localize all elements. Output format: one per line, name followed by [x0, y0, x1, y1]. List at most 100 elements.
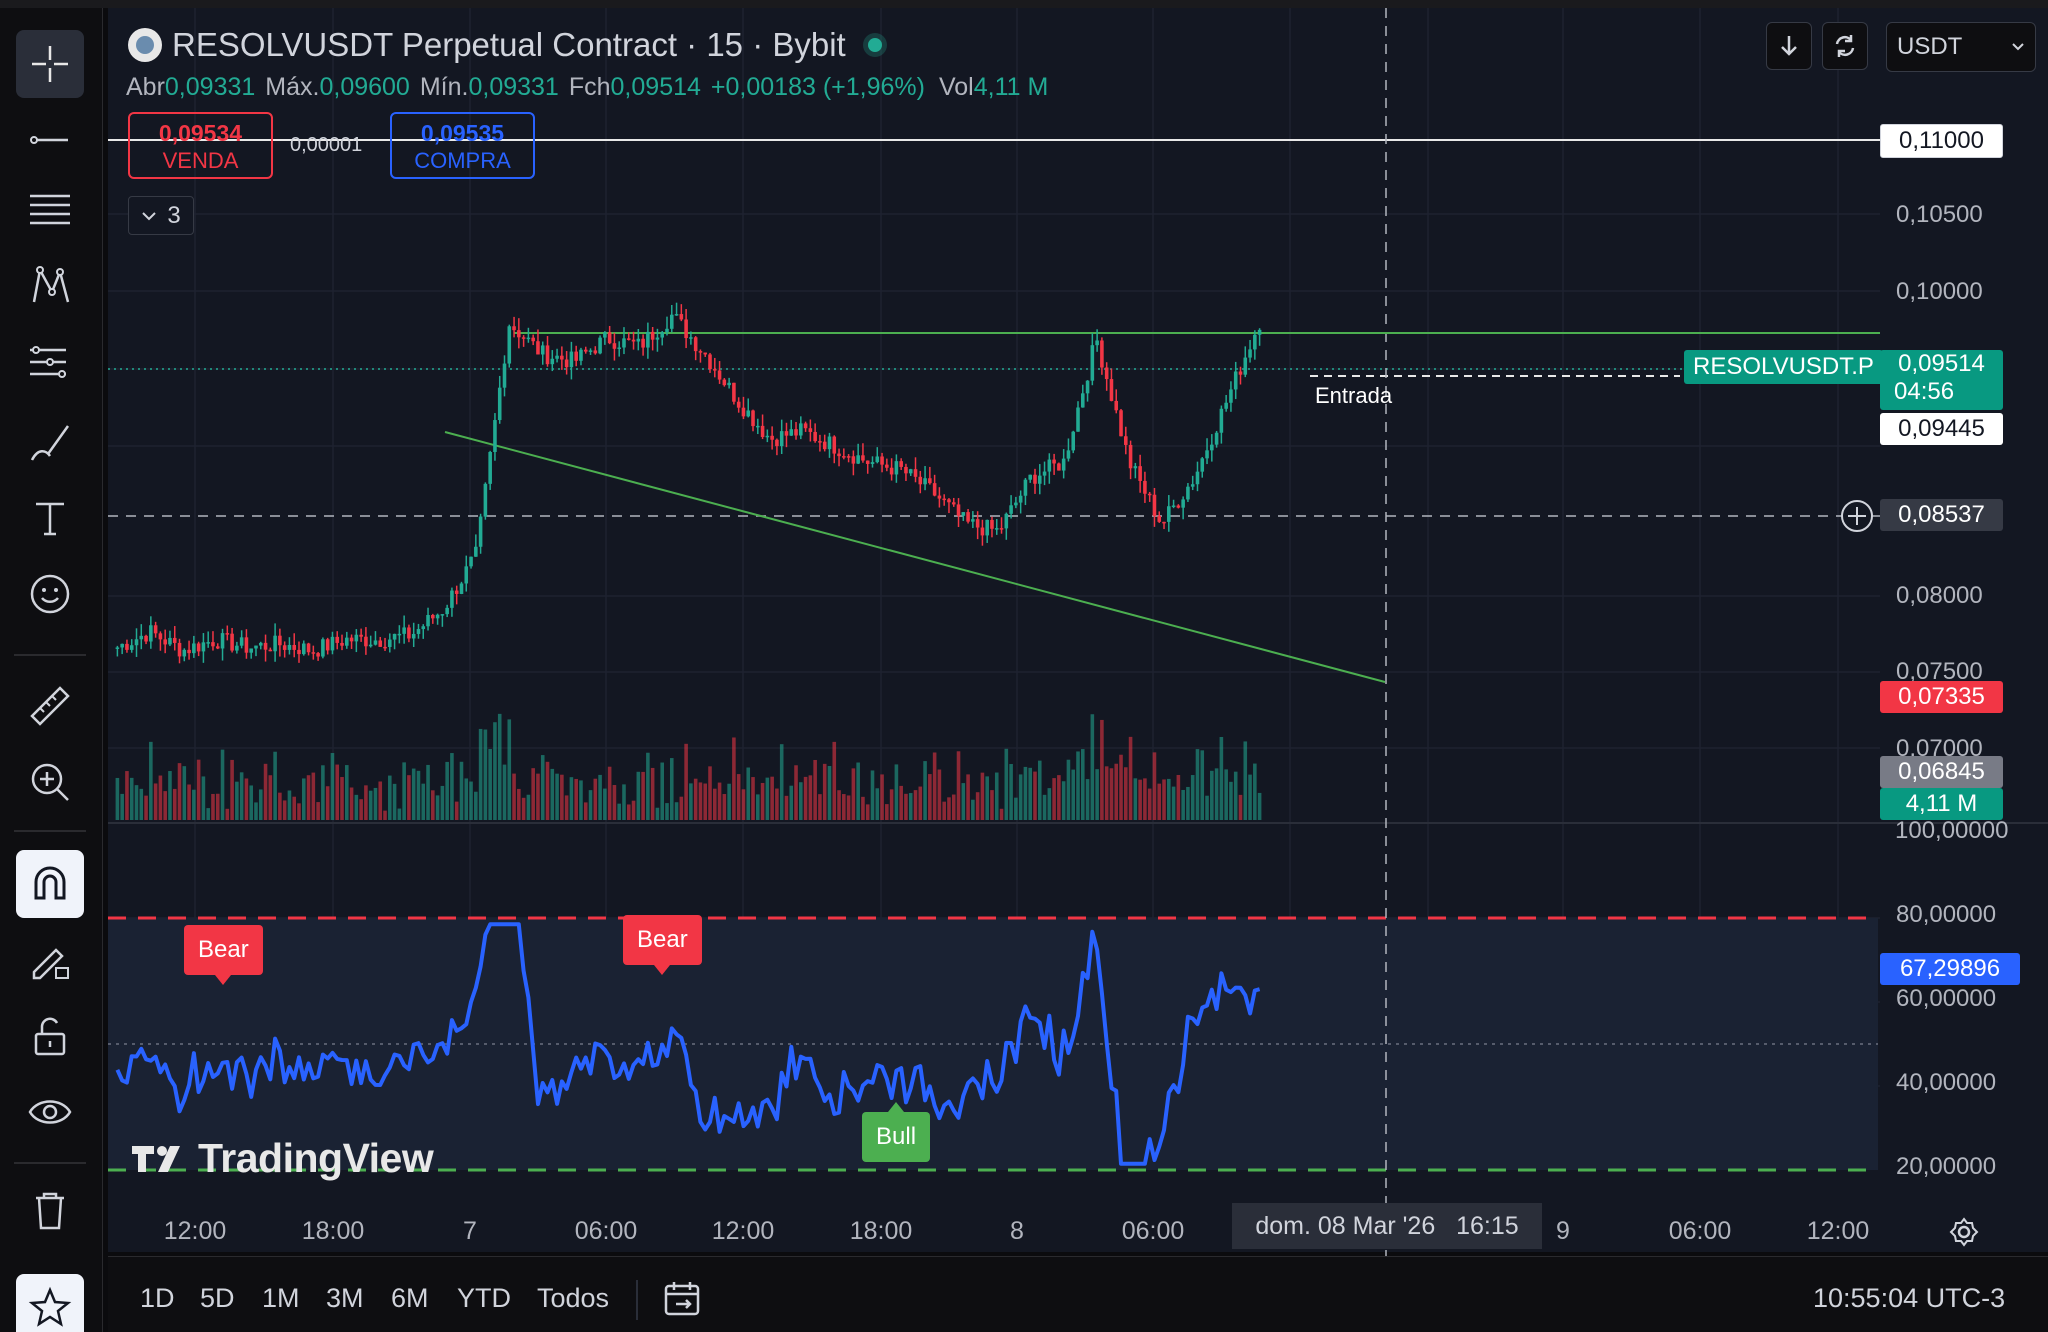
- volume-bar: [894, 764, 899, 820]
- close-value: 0,09514: [610, 73, 701, 101]
- candle-body: [923, 478, 927, 485]
- settings-gear-icon[interactable]: [1948, 1216, 1980, 1248]
- volume-bar: [192, 789, 196, 820]
- volume-bar: [1253, 763, 1257, 820]
- replay-button[interactable]: [1822, 22, 1868, 70]
- range-button-6m[interactable]: 6M: [391, 1283, 429, 1313]
- volume-bar: [579, 780, 583, 820]
- text-tool-icon[interactable]: [16, 484, 84, 552]
- volume-bar: [684, 743, 688, 820]
- volume-bar: [1147, 788, 1152, 820]
- clock-timezone[interactable]: 10:55:04 UTC-3: [1813, 1283, 2006, 1313]
- download-button[interactable]: [1766, 22, 1812, 70]
- range-button-ytd[interactable]: YTD: [457, 1283, 511, 1313]
- brush-tool-icon[interactable]: [16, 408, 84, 476]
- entry-price-tag[interactable]: 0,09445: [1880, 413, 2003, 445]
- ruler-tool-icon[interactable]: [16, 672, 84, 740]
- volume-bar: [517, 788, 521, 820]
- volume-bar: [1066, 759, 1071, 820]
- volume-bar: [918, 786, 923, 820]
- candle-body: [1219, 408, 1224, 433]
- range-button-3m[interactable]: 3M: [326, 1283, 364, 1313]
- volume-bar: [292, 796, 297, 820]
- candle-body: [1238, 371, 1243, 375]
- range-button-all[interactable]: Todos: [537, 1283, 610, 1313]
- pattern-tool-icon[interactable]: [16, 252, 84, 320]
- range-button-1m[interactable]: 1M: [262, 1283, 300, 1313]
- crosshair-tool-icon[interactable]: [16, 30, 84, 98]
- currency-select[interactable]: USDT: [1886, 22, 2036, 72]
- sell-button[interactable]: 0,09534 VENDA: [128, 112, 273, 179]
- volume-bar: [646, 752, 650, 820]
- bar-countdown: 04:56: [1894, 378, 1955, 405]
- candle-body: [115, 647, 120, 649]
- volume-bar: [593, 778, 598, 820]
- volume-bar: [1176, 774, 1181, 820]
- candle-body: [985, 519, 989, 536]
- entry-label[interactable]: Entrada: [1315, 383, 1393, 408]
- volume-bar: [980, 772, 985, 820]
- osc-scale-label: 100,00000: [1895, 817, 2009, 844]
- sell-label: VENDA: [162, 148, 239, 173]
- crosshair-add-icon[interactable]: [1841, 500, 1873, 532]
- candle-body: [908, 469, 913, 474]
- volume-bar: [971, 799, 975, 820]
- magnet-mode-icon[interactable]: [16, 850, 84, 918]
- volume-bar: [1104, 766, 1109, 820]
- volume-bar: [732, 737, 736, 820]
- low-label: Mín.: [419, 73, 469, 101]
- alert-price-tag[interactable]: 0,11000: [1880, 124, 2003, 158]
- candle-body: [1080, 393, 1085, 408]
- volume-bar: [775, 788, 779, 820]
- volume-bar: [1210, 770, 1214, 820]
- candle-body: [172, 637, 177, 643]
- candle-body: [235, 645, 239, 651]
- emoji-tool-icon[interactable]: [16, 560, 84, 628]
- symbol-header[interactable]: RESOLVUSDT Perpetual Contract · 15 · Byb…: [128, 26, 882, 64]
- volume-bar: [1143, 778, 1147, 820]
- range-button-5d[interactable]: 5D: [200, 1283, 235, 1313]
- volume-bar: [985, 776, 989, 820]
- forecast-tool-icon[interactable]: [16, 328, 84, 396]
- drawing-mode-lock-icon[interactable]: [16, 926, 84, 994]
- volume-bar: [282, 800, 287, 820]
- lock-drawings-icon[interactable]: [16, 1002, 84, 1070]
- price-scale-label: 0,10000: [1896, 278, 1983, 305]
- candle-body: [598, 337, 602, 354]
- open-value: 0,09331: [164, 73, 256, 101]
- indicators-toggle-button[interactable]: 3: [128, 196, 194, 235]
- spread-value: 0,00001: [290, 134, 363, 156]
- buy-button[interactable]: 0,09535 COMPRA: [390, 112, 535, 179]
- price-chart[interactable]: [0, 0, 2048, 1256]
- watchlist-star-icon[interactable]: [16, 1274, 84, 1332]
- zoom-in-tool-icon[interactable]: [16, 748, 84, 816]
- candle-body: [517, 330, 521, 338]
- range-button-1d[interactable]: 1D: [140, 1283, 175, 1313]
- volume-bar: [990, 790, 994, 820]
- fib-lines-tool-icon[interactable]: [16, 176, 84, 244]
- volume-bar: [1047, 788, 1052, 820]
- volume-bar: [870, 770, 875, 820]
- candle-body: [1119, 410, 1123, 437]
- candle-body: [1114, 400, 1119, 411]
- candle-body: [837, 453, 841, 457]
- volume-bar: [1181, 789, 1185, 820]
- volume-bar: [177, 763, 182, 820]
- goto-date-calendar-icon[interactable]: [662, 1278, 702, 1318]
- volume-bar: [1214, 768, 1219, 820]
- chevron-down-icon: [2012, 43, 2024, 51]
- open-label: Abr: [126, 73, 165, 101]
- volume-bar: [669, 758, 674, 820]
- trash-icon[interactable]: [16, 1176, 84, 1244]
- candle-body: [1076, 407, 1080, 432]
- volume-bars: [115, 713, 1262, 820]
- candle-body: [894, 461, 899, 475]
- symbol-title[interactable]: RESOLVUSDT Perpetual Contract · 15 · Byb…: [172, 26, 846, 63]
- hide-drawings-icon[interactable]: [16, 1078, 84, 1146]
- candle-body: [870, 462, 875, 464]
- support-trend-line[interactable]: [444, 431, 1386, 683]
- volume-bar: [1186, 786, 1190, 820]
- trend-line-tool-icon[interactable]: [16, 106, 84, 174]
- volume-tag: 4,11 M: [1880, 788, 2003, 820]
- volume-bar: [153, 783, 158, 820]
